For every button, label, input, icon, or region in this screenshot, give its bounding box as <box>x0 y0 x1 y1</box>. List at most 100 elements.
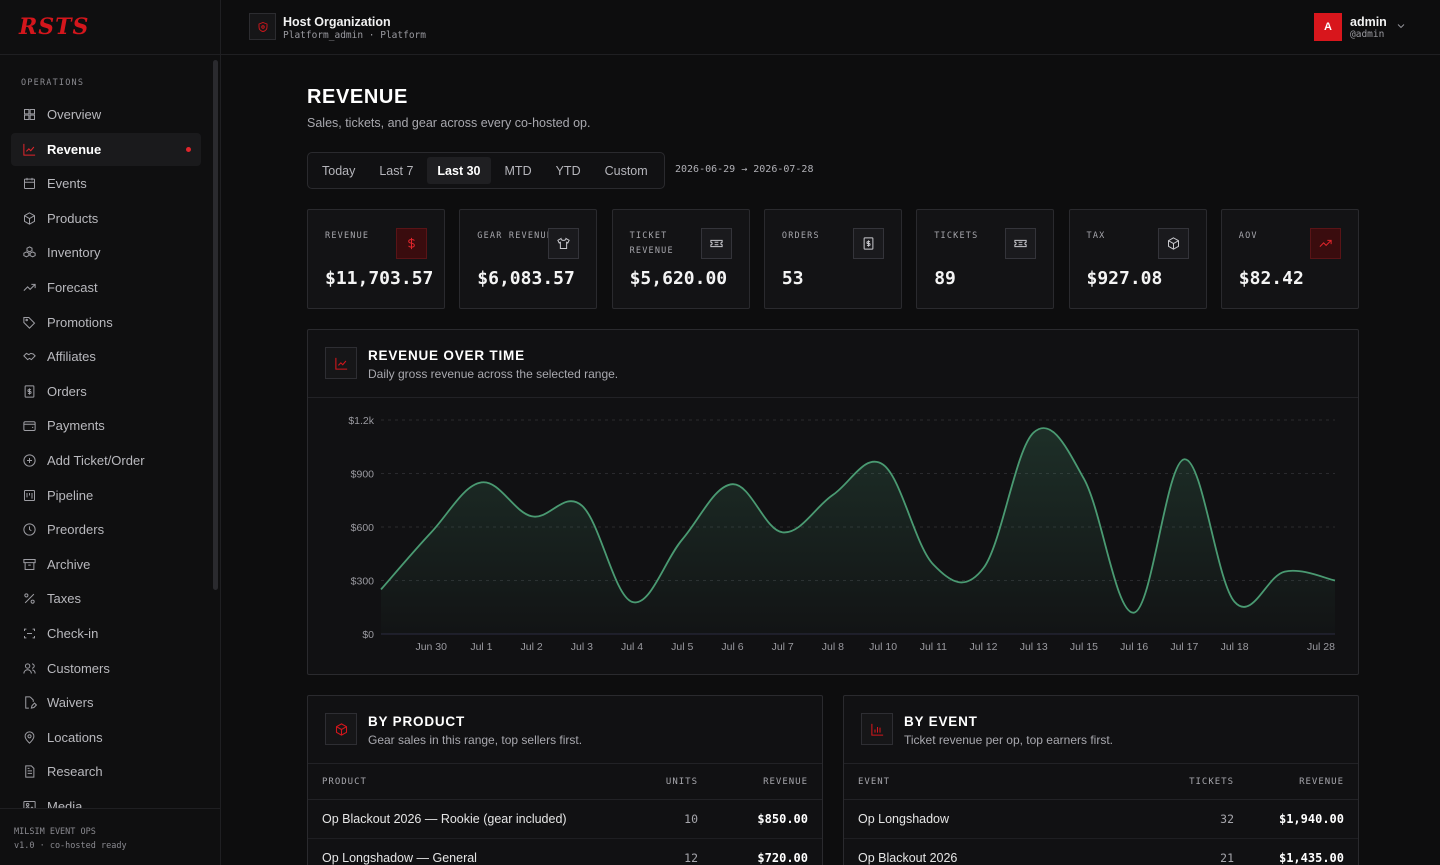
sidebar-item-waivers[interactable]: Waivers <box>11 686 201 719</box>
nav-scroll[interactable]: OPERATIONS Overview Revenue Events Products… <box>0 56 212 808</box>
ticket-icon <box>700 228 732 259</box>
org-name[interactable]: Host Organization <box>283 15 391 29</box>
by-product-table-header: PRODUCT UNITS REVENUE <box>308 764 822 800</box>
sidebar-item-promotions[interactable]: Promotions <box>11 306 201 339</box>
data-point[interactable] <box>880 462 886 468</box>
sidebar-item-taxes[interactable]: Taxes <box>11 582 201 615</box>
sidebar-item-locations[interactable]: Locations <box>11 721 201 754</box>
row-revenue: $1,940.00 <box>1278 812 1344 826</box>
stat-value: $5,620.00 <box>629 268 728 289</box>
sidebar-item-customers[interactable]: Customers <box>11 652 201 685</box>
shield-icon[interactable] <box>249 13 276 40</box>
boxes-icon <box>21 245 37 261</box>
data-point[interactable] <box>1282 569 1288 575</box>
stat-value: $11,703.57 <box>325 268 434 289</box>
data-point[interactable] <box>729 481 735 487</box>
range-button-last-30[interactable]: Last 30 <box>427 157 491 184</box>
sidebar-item-orders[interactable]: Orders <box>11 375 201 408</box>
table-row[interactable]: Op Blackout 2026 — Rookie (gear included… <box>308 800 822 839</box>
sidebar-item-revenue[interactable]: Revenue <box>11 132 201 166</box>
sidebar-item-label: Preorders <box>47 522 105 538</box>
data-point[interactable] <box>1031 429 1037 435</box>
sidebar-item-add-ticket-order[interactable]: Add Ticket/Order <box>11 444 201 477</box>
range-button-today[interactable]: Today <box>322 163 356 178</box>
by-product-card: BY PRODUCT Gear sales in this range, top… <box>307 695 823 865</box>
stat-label: AOV <box>1238 231 1258 241</box>
data-point[interactable] <box>981 565 987 571</box>
range-button-mtd[interactable]: MTD <box>504 163 532 178</box>
sidebar-item-affiliates[interactable]: Affiliates <box>11 340 201 373</box>
data-point[interactable] <box>1081 476 1087 482</box>
sidebar-item-payments[interactable]: Payments <box>11 409 201 442</box>
sidebar-item-label: Inventory <box>47 245 101 261</box>
org-subtitle: Platform_admin · Platform <box>283 30 426 41</box>
footer-app-name: MILSIM EVENT OPS <box>14 827 96 837</box>
sidebar-item-forecast[interactable]: Forecast <box>11 271 201 304</box>
sidebar: RSTS OPERATIONS Overview Revenue Events Pro… <box>0 0 221 865</box>
table-row[interactable]: Op Blackout 2026 21 $1,435.00 <box>844 839 1358 865</box>
revenue-chart[interactable]: $0 $300 $600 $900 $1.2k Jun 30 Jul 1 Jul 2 Jul 3… <box>308 398 1358 674</box>
x-tick-label: Jul 6 <box>721 641 743 653</box>
x-tick-label: Jul 4 <box>621 641 643 653</box>
column-header-units[interactable]: UNITS <box>665 776 698 787</box>
data-point[interactable] <box>830 492 836 498</box>
date-range-text: 2026-06-29 → 2026-07-28 <box>675 164 814 175</box>
data-point[interactable] <box>529 513 535 519</box>
x-tick-label: Jul 5 <box>671 641 693 653</box>
data-point[interactable] <box>1232 599 1238 605</box>
stat-card-aov: AOV $82.42 <box>1220 209 1359 309</box>
data-point[interactable] <box>1131 610 1137 616</box>
sidebar-item-label: Payments <box>47 418 105 434</box>
avatar[interactable]: A <box>1314 13 1342 41</box>
sidebar-scrollbar[interactable] <box>213 60 218 590</box>
data-point[interactable] <box>579 503 585 509</box>
stat-card-revenue: Revenue $11,703.57 <box>307 209 445 309</box>
sidebar-item-products[interactable]: Products <box>11 202 201 235</box>
revenue-line[interactable] <box>380 427 1336 614</box>
sidebar-item-preorders[interactable]: Preorders <box>11 513 201 546</box>
sidebar-item-research[interactable]: Research <box>11 755 201 788</box>
row-count: 32 <box>1220 812 1234 826</box>
brand-logo[interactable]: RSTS <box>19 14 90 40</box>
x-tick-label: Jul 28 <box>1307 641 1335 653</box>
x-tick-label: Jul 18 <box>1221 641 1249 653</box>
data-point[interactable] <box>1181 456 1187 462</box>
table-row[interactable]: Op Longshadow — General 12 $720.00 <box>308 839 822 865</box>
trend-up-icon <box>21 279 37 295</box>
sidebar-item-events[interactable]: Events <box>11 167 201 200</box>
by-event-card: BY EVENT Ticket revenue per op, top earn… <box>843 695 1359 865</box>
row-count: 10 <box>684 812 698 826</box>
table-row[interactable]: Op Longshadow 32 $1,940.00 <box>844 800 1358 839</box>
data-point[interactable] <box>428 529 434 535</box>
column-header-revenue[interactable]: REVENUE <box>763 776 808 787</box>
column-header-tickets[interactable]: TICKETS <box>1189 776 1234 787</box>
sidebar-item-overview[interactable]: Overview <box>11 98 201 131</box>
data-point[interactable] <box>478 479 484 485</box>
user-name[interactable]: admin <box>1350 15 1387 29</box>
column-header-revenue[interactable]: REVENUE <box>1299 776 1344 787</box>
column-header-product[interactable]: PRODUCT <box>322 776 367 787</box>
y-tick-label: $900 <box>351 469 375 481</box>
range-button-ytd[interactable]: YTD <box>555 163 581 178</box>
data-point[interactable] <box>679 536 685 542</box>
by-event-header: BY EVENT Ticket revenue per op, top earn… <box>844 696 1358 764</box>
sidebar-item-inventory[interactable]: Inventory <box>11 236 201 269</box>
chevron-down-icon[interactable] <box>1395 19 1409 33</box>
data-point[interactable] <box>629 599 635 605</box>
sidebar-item-pipeline[interactable]: Pipeline <box>11 479 201 512</box>
x-tick-label: Jul 11 <box>920 641 947 653</box>
sidebar-footer: MILSIM EVENT OPS v1.0 · co-hosted ready <box>0 808 221 865</box>
range-button-custom[interactable]: Custom <box>604 163 648 178</box>
range-button-last-7[interactable]: Last 7 <box>379 163 414 178</box>
data-point[interactable] <box>378 586 384 592</box>
column-header-event[interactable]: EVENT <box>858 776 891 787</box>
data-point[interactable] <box>930 561 936 567</box>
row-revenue: $720.00 <box>757 851 808 865</box>
sidebar-item-archive[interactable]: Archive <box>11 548 201 581</box>
data-point[interactable] <box>780 529 786 535</box>
sidebar-item-check-in[interactable]: Check-in <box>11 617 201 650</box>
tag-icon <box>21 314 37 330</box>
data-point[interactable] <box>1332 578 1338 584</box>
stat-label: Tickets <box>934 231 979 241</box>
sidebar-item-media[interactable]: Media <box>11 790 201 808</box>
